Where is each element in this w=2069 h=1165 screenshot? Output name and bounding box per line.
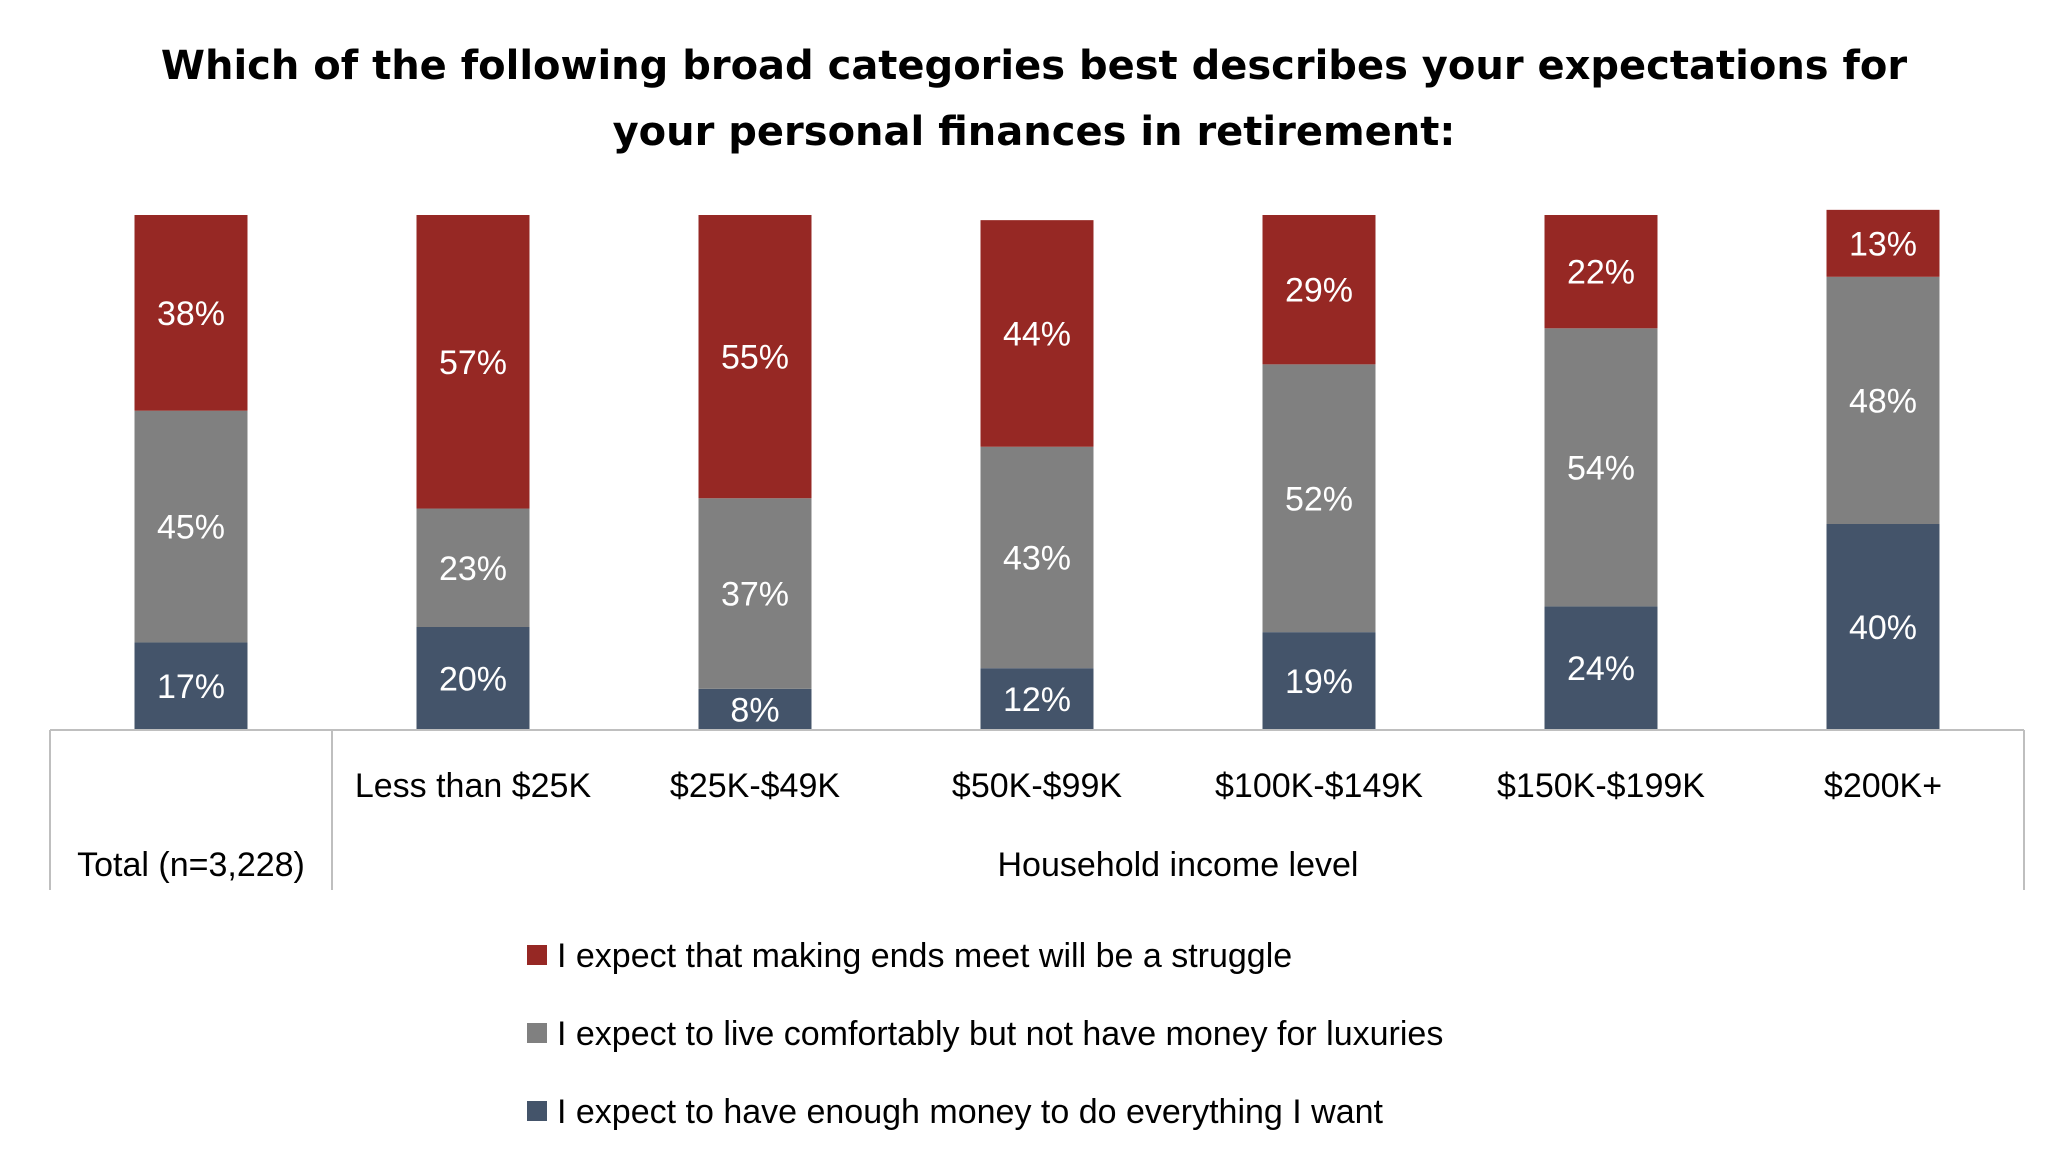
- data-label-25k-49k-series-0: 8%: [730, 691, 779, 729]
- data-label-200k-series-1: 48%: [1849, 382, 1917, 420]
- legend-swatch-series-1: [527, 1023, 547, 1043]
- data-label-total-n-3-228-series-1: 45%: [157, 509, 225, 547]
- data-label-50k-99k-series-1: 43%: [1003, 539, 1071, 577]
- category-label-25k-49k: $25K-$49K: [670, 767, 840, 805]
- category-label-less-than-25k: Less than $25K: [355, 767, 592, 805]
- bar-50k-99k-series-1: [980, 446, 1094, 669]
- group-axis-label: Household income level: [998, 846, 1359, 884]
- data-label-50k-99k-series-0: 12%: [1003, 681, 1071, 719]
- category-label-100k-149k: $100K-$149K: [1215, 767, 1423, 805]
- data-label-200k-series-2: 13%: [1849, 225, 1917, 263]
- data-label-less-than-25k-series-2: 57%: [439, 344, 507, 382]
- category-label-200k: $200K+: [1824, 767, 1942, 805]
- data-label-25k-49k-series-2: 55%: [721, 339, 789, 377]
- bar-100k-149k-series-2: [1262, 215, 1376, 365]
- bar-100k-149k-series-1: [1262, 364, 1376, 633]
- data-label-less-than-25k-series-0: 20%: [439, 661, 507, 699]
- bars-layer: 17% 45% 38% 20% 23% 57% 8% 37% 55% 12% 43% 44% 19% 52…: [134, 209, 1940, 730]
- legend-label-series-1: I expect to live comfortably but not hav…: [557, 1015, 1443, 1053]
- chart-title-line-1: Which of the following broad categories …: [161, 43, 1908, 89]
- chart-title-line-2: your personal finances in retirement:: [613, 109, 1456, 155]
- legend-label-series-2: I expect that making ends meet will be a…: [557, 937, 1292, 975]
- data-label-150k-199k-series-0: 24%: [1567, 650, 1635, 688]
- data-label-100k-149k-series-2: 29%: [1285, 272, 1353, 310]
- bar-50k-99k-series-2: [980, 220, 1094, 447]
- bar-200k-series-0: [1826, 524, 1940, 730]
- bar-less-than-25k-series-2: [416, 215, 530, 509]
- bar-less-than-25k-series-1: [416, 508, 530, 627]
- bar-25k-49k-series-2: [698, 215, 812, 499]
- legend-swatch-series-2: [527, 945, 547, 965]
- bar-50k-99k-series-0: [980, 668, 1094, 730]
- legend-label-series-0: I expect to have enough money to do ever…: [557, 1093, 1384, 1131]
- category-axis: Total (n=3,228) Less than $25K $25K-$49K $5…: [49, 729, 2025, 890]
- data-label-total-n-3-228-series-2: 38%: [157, 295, 225, 333]
- data-label-150k-199k-series-1: 54%: [1567, 449, 1635, 487]
- bar-200k-series-1: [1826, 276, 1940, 524]
- legend-swatch-series-0: [527, 1101, 547, 1121]
- bar-150k-199k-series-0: [1544, 606, 1658, 730]
- bar-total-n-3-228-series-0: [134, 642, 248, 730]
- data-label-25k-49k-series-1: 37%: [721, 576, 789, 614]
- legend: I expect that making ends meet will be a…: [527, 937, 1443, 1131]
- data-label-100k-149k-series-0: 19%: [1285, 663, 1353, 701]
- data-label-less-than-25k-series-1: 23%: [439, 550, 507, 588]
- bar-total-n-3-228-series-1: [134, 410, 248, 643]
- bar-25k-49k-series-0: [698, 688, 812, 730]
- bar-25k-49k-series-1: [698, 498, 812, 689]
- category-label-150k-199k: $150K-$199K: [1497, 767, 1705, 805]
- bar-200k-series-2: [1826, 209, 1940, 277]
- data-label-total-n-3-228-series-0: 17%: [157, 668, 225, 706]
- data-label-100k-149k-series-1: 52%: [1285, 480, 1353, 518]
- bar-150k-199k-series-2: [1544, 215, 1658, 329]
- data-label-50k-99k-series-2: 44%: [1003, 315, 1071, 353]
- bar-total-n-3-228-series-2: [134, 215, 248, 411]
- data-label-200k-series-0: 40%: [1849, 609, 1917, 647]
- bar-less-than-25k-series-0: [416, 627, 530, 730]
- data-label-150k-199k-series-2: 22%: [1567, 254, 1635, 292]
- category-label-50k-99k: $50K-$99K: [952, 767, 1122, 805]
- bar-150k-199k-series-1: [1544, 328, 1658, 607]
- category-label-total-n-3-228: Total (n=3,228): [77, 846, 305, 884]
- bar-100k-149k-series-0: [1262, 632, 1376, 730]
